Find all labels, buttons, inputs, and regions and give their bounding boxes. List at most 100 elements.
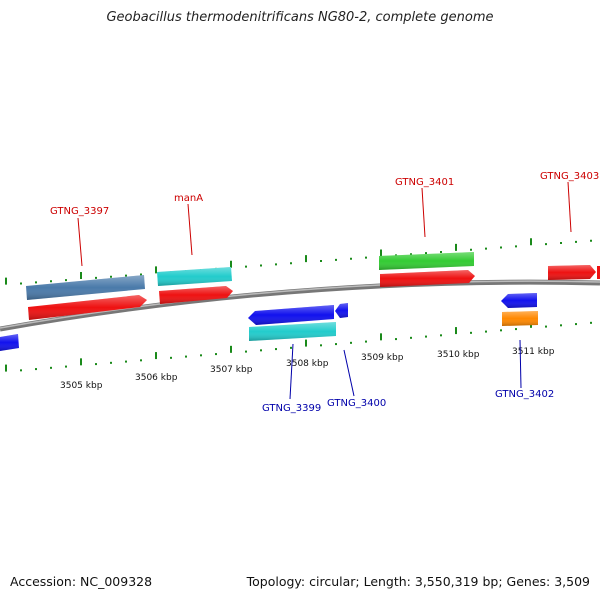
tick-mark [380, 333, 382, 341]
tick-mark [155, 352, 157, 360]
gene-GTNG_3399[interactable] [248, 305, 336, 341]
tick-mark [170, 356, 172, 359]
tick-mark [590, 321, 592, 324]
tick-mark [200, 354, 202, 357]
tick-mark [575, 323, 577, 326]
scale-label: 3506 kbp [135, 373, 178, 383]
gene-GTNG_3401[interactable] [379, 252, 475, 287]
tick-mark [35, 368, 37, 371]
tick-mark [230, 345, 232, 353]
gene-label-manA[interactable]: manA [174, 193, 203, 204]
tick-mark [275, 348, 277, 351]
scale-label: 3509 kbp [361, 353, 404, 363]
tick-mark [545, 325, 547, 328]
tick-mark [140, 359, 142, 362]
tick-mark [470, 248, 472, 251]
gene-GTNG_3402[interactable] [501, 293, 538, 326]
tick-mark [20, 282, 22, 285]
tick-mark [560, 242, 562, 244]
tick-marks [5, 238, 592, 372]
scale-label: 3507 kbp [210, 365, 253, 375]
tick-mark [305, 339, 307, 347]
gene-label-GTNG_3400[interactable]: GTNG_3400 [327, 398, 386, 409]
tick-mark [425, 252, 427, 255]
gene-label-GTNG_3401[interactable]: GTNG_3401 [395, 177, 454, 188]
tick-mark [125, 360, 127, 363]
gene-left-edge[interactable] [0, 334, 19, 351]
tick-mark [80, 358, 82, 366]
tick-mark [470, 331, 472, 334]
tick-mark [515, 245, 517, 248]
tick-mark [485, 330, 487, 333]
tick-mark [215, 353, 217, 356]
gene-label-GTNG_3399[interactable]: GTNG_3399 [262, 403, 321, 414]
tick-mark [350, 341, 352, 344]
genome-backbone-highlight [0, 280, 600, 329]
tick-mark [515, 328, 517, 331]
tick-mark [245, 265, 247, 268]
tick-mark [95, 276, 97, 279]
gene-GTNG_3403[interactable] [548, 265, 600, 280]
tick-mark [230, 260, 232, 268]
accession-text: Accession: NC_009328 [10, 574, 153, 589]
tick-mark [290, 262, 292, 265]
tick-mark [140, 273, 142, 276]
gene-label-GTNG_3402[interactable]: GTNG_3402 [495, 389, 554, 400]
tick-mark [275, 263, 277, 266]
label-leaders-lower [289, 339, 522, 400]
tick-mark [530, 238, 532, 246]
tick-mark [455, 327, 457, 335]
scale-label: 3508 kbp [286, 359, 329, 369]
tick-mark [110, 275, 112, 278]
tick-mark [35, 281, 37, 284]
tick-mark [575, 240, 577, 243]
tick-mark [5, 364, 7, 372]
label-leaders-upper [77, 181, 572, 267]
tick-mark [440, 251, 442, 253]
tick-mark [50, 280, 52, 283]
topology-text: Topology: circular; Length: 3,550,319 bp… [246, 574, 590, 589]
tick-mark [20, 369, 22, 372]
tick-mark [95, 363, 97, 366]
scale-label: 3510 kbp [437, 350, 480, 360]
tick-mark [395, 338, 397, 341]
tick-mark [455, 243, 457, 251]
gene-label-GTNG_3397[interactable]: GTNG_3397 [50, 206, 109, 217]
tick-mark [320, 344, 322, 347]
genome-title: Geobacillus thermodenitrificans NG80-2, … [106, 10, 494, 25]
tick-mark [245, 350, 247, 353]
tick-mark [260, 264, 262, 267]
tick-mark [500, 329, 502, 332]
tick-mark [425, 335, 427, 338]
tick-mark [65, 279, 67, 282]
tick-mark [260, 349, 262, 352]
tick-mark [365, 256, 367, 259]
scale-labels: 3505 kbp 3506 kbp 3507 kbp 3508 kbp 3509… [60, 347, 555, 391]
tick-mark [410, 253, 412, 256]
tick-mark [545, 243, 547, 246]
tick-mark [110, 361, 112, 364]
tick-mark [410, 336, 412, 339]
tick-mark [335, 258, 337, 261]
gene-GTNG_3397[interactable] [26, 275, 147, 320]
tick-mark [125, 274, 127, 277]
tick-mark [440, 334, 442, 337]
tick-mark [500, 246, 502, 249]
gene-manA[interactable] [157, 267, 233, 304]
gene-label-GTNG_3403[interactable]: GTNG_3403 [540, 171, 599, 182]
gene-GTNG_3400[interactable] [335, 303, 348, 318]
tick-mark [335, 343, 337, 346]
tick-mark [320, 260, 322, 262]
tick-mark [365, 340, 367, 343]
scale-label: 3511 kbp [512, 347, 555, 357]
tick-mark [305, 255, 307, 263]
tick-mark [50, 366, 52, 369]
tick-mark [155, 266, 157, 274]
genome-backbone [0, 279, 600, 332]
tick-mark [380, 249, 382, 257]
tick-mark [560, 324, 562, 327]
tick-mark [290, 346, 292, 349]
tick-mark [590, 239, 592, 242]
tick-mark [5, 277, 7, 285]
